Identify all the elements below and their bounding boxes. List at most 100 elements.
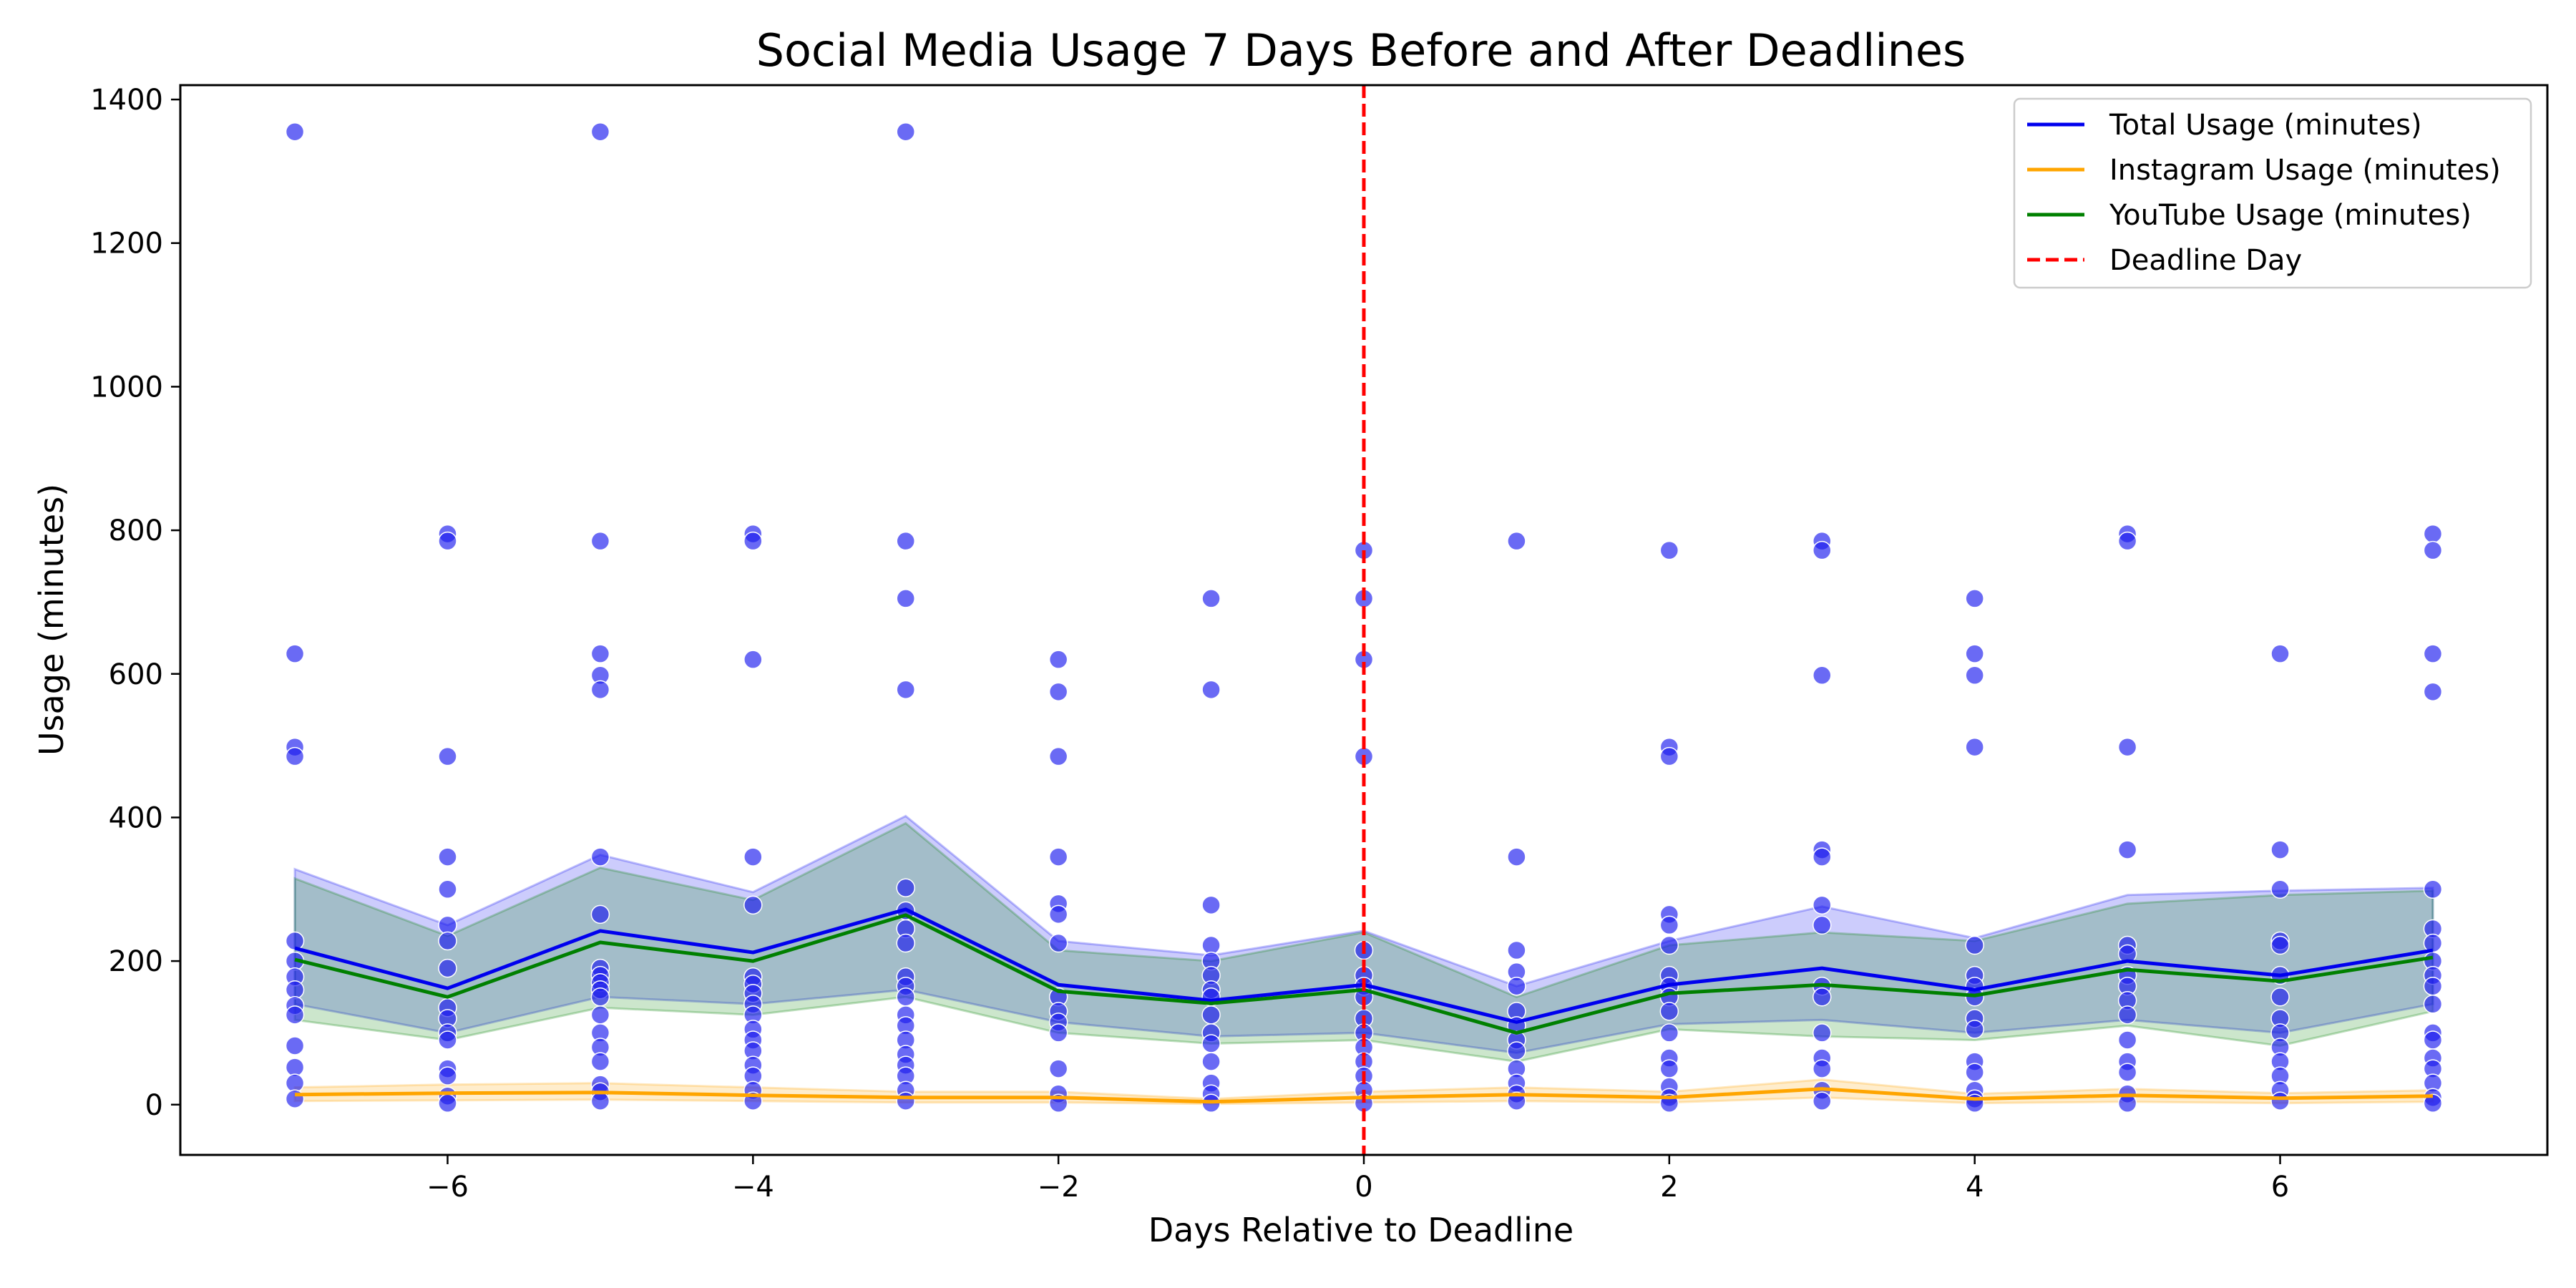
scatter-point-199 (2117, 1063, 2137, 1082)
y-tick-label: 1400 (90, 84, 163, 117)
scatter-point-173 (1965, 644, 1984, 663)
scatter-point-152 (1659, 1023, 1679, 1043)
scatter-point-41 (590, 987, 610, 1007)
scatter-point-84 (896, 1091, 915, 1111)
scatter-point-166 (1813, 987, 1832, 1007)
legend: Total Usage (minutes) Instagram Usage (mi… (2013, 97, 2532, 289)
y-tick-label: 600 (109, 658, 163, 691)
y-tick-label: 200 (109, 945, 163, 978)
scatter-point-45 (590, 1052, 610, 1071)
scatter-point-162 (1813, 847, 1832, 867)
chart-title: Social Media Usage 7 Days Before and Aft… (756, 24, 1966, 77)
scatter-point-68 (896, 589, 915, 608)
scatter-point-196 (2117, 1005, 2137, 1025)
legend-box (2013, 97, 2532, 289)
scatter-point-35 (590, 847, 610, 867)
scatter-point-154 (1659, 1059, 1679, 1078)
scatter-point-102 (1201, 935, 1221, 955)
scatter-point-90 (1048, 904, 1068, 924)
scatter-point-228 (2423, 1030, 2443, 1050)
scatter-point-159 (1813, 540, 1832, 560)
scatter-point-176 (1965, 935, 1984, 955)
scatter-point-100 (1201, 680, 1221, 700)
scatter-point-172 (1965, 589, 1984, 608)
scatter-point-9 (285, 1005, 305, 1025)
scatter-point-219 (2423, 682, 2443, 702)
scatter-point-107 (1201, 1005, 1221, 1025)
scatter-point-69 (896, 680, 915, 700)
scatter-point-190 (2117, 840, 2137, 859)
scatter-point-91 (1048, 933, 1068, 953)
x-tick-label: 6 (2271, 1171, 2289, 1204)
scatter-point-73 (896, 933, 915, 953)
scatter-point-18 (438, 879, 457, 899)
scatter-point-164 (1813, 915, 1832, 935)
scatter-point-52 (743, 847, 763, 867)
scatter-point-101 (1201, 895, 1221, 915)
y-tick-label: 800 (109, 514, 163, 547)
scatter-point-144 (1659, 746, 1679, 766)
scatter-point-48 (590, 1091, 610, 1111)
scatter-point-183 (1965, 1063, 1984, 1082)
scatter-point-130 (1507, 847, 1526, 867)
scatter-point-226 (2423, 995, 2443, 1014)
scatter-point-67 (896, 531, 915, 551)
scatter-point-131 (1507, 940, 1526, 960)
y-tick-label: 0 (145, 1089, 163, 1122)
scatter-point-215 (2270, 1091, 2290, 1111)
scatter-point-202 (2270, 644, 2290, 663)
x-tick-label: −2 (1038, 1171, 1080, 1204)
plot-area (285, 85, 2443, 1155)
scatter-point-225 (2423, 976, 2443, 996)
scatter-points (285, 122, 2443, 1113)
scatter-point-146 (1659, 915, 1679, 935)
scatter-point-20 (438, 931, 457, 951)
scatter-point-66 (896, 122, 915, 142)
y-tick-label: 1000 (90, 371, 163, 404)
scatter-point-30 (590, 122, 610, 142)
scatter-point-133 (1507, 976, 1526, 996)
scatter-point-76 (896, 987, 915, 1007)
scatter-point-197 (2117, 1030, 2137, 1050)
scatter-point-51 (743, 650, 763, 669)
y-tick-label: 400 (109, 801, 163, 834)
scatter-point-15 (438, 531, 457, 551)
scatter-point-171 (1813, 1091, 1832, 1111)
scatter-point-13 (285, 1089, 305, 1108)
scatter-point-27 (438, 1066, 457, 1085)
scatter-point-42 (590, 1005, 610, 1025)
scatter-point-12 (285, 1073, 305, 1093)
x-tick-label: −6 (426, 1171, 469, 1204)
scatter-point-4 (285, 931, 305, 951)
scatter-point-3 (285, 746, 305, 766)
scatter-point-34 (590, 680, 610, 700)
y-axis-label: Usage (minutes) (32, 484, 71, 756)
scatter-point-11 (285, 1058, 305, 1077)
scatter-point-86 (1048, 682, 1068, 702)
scatter-point-174 (1965, 665, 1984, 686)
scatter-point-36 (590, 904, 610, 924)
scatter-point-220 (2423, 879, 2443, 899)
scatter-point-29 (438, 1093, 457, 1113)
scatter-point-189 (2117, 737, 2137, 757)
scatter-point-31 (590, 531, 610, 551)
scatter-point-70 (896, 878, 915, 898)
scatter-point-53 (743, 895, 763, 915)
scatter-point-32 (590, 644, 610, 663)
y-tick-label: 1200 (90, 228, 163, 260)
scatter-point-109 (1201, 1034, 1221, 1053)
scatter-point-169 (1813, 1059, 1832, 1078)
scatter-point-21 (438, 958, 457, 978)
scatter-point-110 (1201, 1052, 1221, 1071)
scatter-point-16 (438, 746, 457, 766)
scatter-point-147 (1659, 935, 1679, 955)
scatter-point-50 (743, 531, 763, 551)
scatter-point-1 (285, 644, 305, 663)
x-tick-label: 2 (1660, 1171, 1678, 1204)
scatter-point-0 (285, 122, 305, 142)
scatter-point-188 (2117, 531, 2137, 551)
legend-entry: YouTube Usage (minutes) (2109, 199, 2472, 232)
scatter-point-96 (1048, 1059, 1068, 1078)
x-tick-label: 0 (1355, 1171, 1372, 1204)
scatter-point-216 (2423, 524, 2443, 544)
